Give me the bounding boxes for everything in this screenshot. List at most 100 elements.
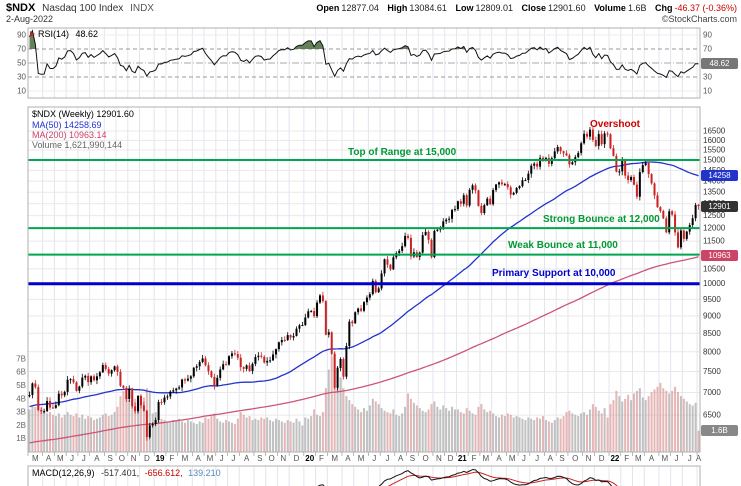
svg-text:M: M [57,454,64,463]
svg-text:A: A [196,454,202,463]
svg-text:12000: 12000 [703,224,726,233]
legend-series: $NDX (Weekly) 12901.60 [32,109,134,119]
axis-marker-48.62: 48.62 [701,58,738,70]
svg-text:M: M [635,454,642,463]
legend-ma50: MA(50) 14258.69 [32,120,102,130]
svg-text:J: J [522,454,526,463]
annotation-weak-bounce: Weak Bounce at 11,000 [508,240,618,251]
svg-text:15000: 15000 [703,156,726,165]
macd-legend: MACD(12,26,9) -517.401, -656.612, 139.21… [32,468,221,478]
svg-text:S: S [257,454,262,463]
svg-text:15500: 15500 [703,146,726,155]
rsi-label: RSI(14) [38,29,70,39]
open-label: Open [316,3,340,13]
svg-text:21: 21 [458,454,467,463]
svg-text:22: 22 [610,454,619,463]
svg-text:M: M [482,454,489,463]
svg-text:13500: 13500 [703,188,726,197]
candlestick-series [28,127,700,441]
svg-text:7000: 7000 [703,388,721,397]
close-label: Close [521,3,547,13]
svg-text:A: A [94,454,100,463]
high-value: 13084.61 [409,3,447,13]
svg-text:10500: 10500 [703,264,726,273]
svg-text:6B: 6B [16,368,26,377]
svg-text:M: M [32,454,39,463]
svg-text:J: J [82,454,86,463]
svg-text:11500: 11500 [703,237,725,246]
svg-text:90: 90 [17,31,26,40]
low-value: 12809.01 [475,3,513,13]
svg-text:7500: 7500 [703,367,721,376]
svg-text:A: A [649,454,655,463]
svg-text:70: 70 [703,45,712,54]
svg-text:F: F [472,454,477,463]
svg-text:S: S [410,454,415,463]
svg-text:F: F [624,454,629,463]
svg-text:10: 10 [703,87,712,96]
svg-text:10: 10 [17,87,26,96]
svg-text:J: J [231,454,235,463]
svg-text:90: 90 [703,31,712,40]
macd-label: MACD(12,26,9) [32,468,95,478]
svg-text:8000: 8000 [703,347,721,356]
support-resistance-lines [28,159,700,286]
svg-text:F: F [319,454,324,463]
rsi-legend: RSI(14) 48.62 [30,29,98,39]
svg-text:7B: 7B [16,354,26,363]
svg-text:J: J [535,454,539,463]
macd-signal-value: -656.612, [144,468,183,478]
chg-value: -46.37 (-0.36%) [674,3,737,13]
macd-hist-value: 139.210 [188,468,221,478]
svg-text:D: D [448,454,454,463]
svg-text:N: N [280,454,286,463]
header-title: $NDX Nasdaq 100 Index INDX [6,2,154,14]
svg-text:A: A [696,454,702,463]
open-value: 12877.04 [341,3,379,13]
svg-text:S: S [559,454,564,463]
legend-volume: Volume 1,621,990,144 [32,140,123,150]
svg-text:N: N [586,454,592,463]
quote-summary: Open 12877.04 High 13084.61 Low 12809.01 Cl… [310,3,737,13]
svg-text:9500: 9500 [703,295,721,304]
svg-text:O: O [572,454,578,463]
rsi-plot [29,29,699,79]
svg-text:8500: 8500 [703,329,721,338]
svg-text:10000: 10000 [703,279,726,288]
svg-text:A: A [496,454,502,463]
svg-text:O: O [268,454,274,463]
svg-text:J: J [688,454,692,463]
svg-text:N: N [131,454,137,463]
svg-text:M: M [358,454,365,463]
svg-text:5B: 5B [16,381,26,390]
svg-text:1B: 1B [16,434,26,443]
svg-text:30: 30 [703,73,712,82]
axis-marker-12901: 12901 [701,200,738,212]
high-label: High [387,3,408,13]
svg-text:19: 19 [156,454,165,463]
svg-text:6500: 6500 [703,411,721,420]
svg-text:D: D [144,454,150,463]
ma50-line [29,161,699,408]
panel-borders [27,27,701,486]
svg-text:J: J [372,454,376,463]
svg-text:30: 30 [17,73,26,82]
macd-value: -517.401, [101,468,140,478]
svg-text:J: J [220,454,224,463]
quote-date: 2-Aug-2022 [6,14,54,24]
close-value: 12901.60 [548,3,586,13]
macd-plot [317,469,618,486]
index-name: Nasdaq 100 Index [42,3,124,14]
panel-arrow-icon [30,31,35,37]
svg-text:14000: 14000 [703,177,726,186]
svg-text:A: A [398,454,404,463]
svg-text:J: J [70,454,74,463]
volume-value: 1.6B [627,3,647,13]
stockcharts-credit: ©StockCharts.com [661,14,737,24]
svg-text:N: N [436,454,442,463]
svg-text:J: J [675,454,679,463]
svg-text:O: O [119,454,125,463]
axis-marker-14258: 14258 [701,170,738,182]
